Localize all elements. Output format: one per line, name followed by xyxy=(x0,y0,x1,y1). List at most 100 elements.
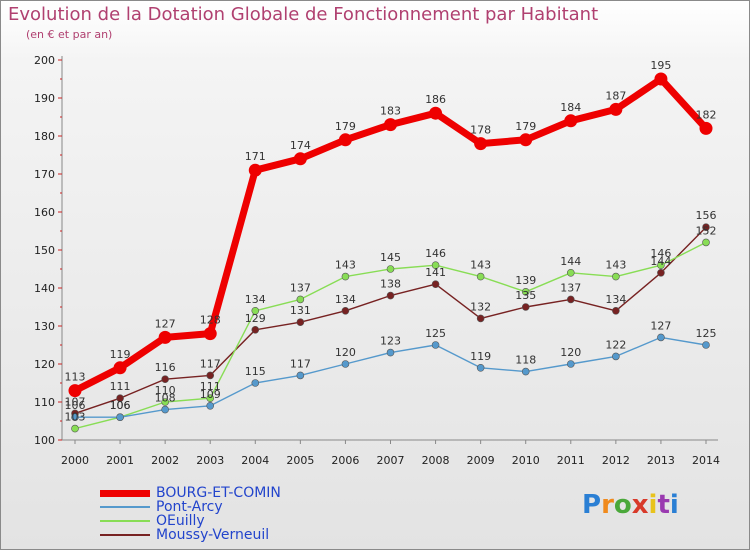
data-label: 125 xyxy=(696,327,717,340)
data-point xyxy=(476,272,485,281)
data-point xyxy=(566,295,575,304)
data-label: 139 xyxy=(515,274,536,287)
data-label: 134 xyxy=(335,293,356,306)
data-label: 195 xyxy=(650,59,671,72)
data-label: 144 xyxy=(650,255,671,268)
legend-label: Pont-Arcy xyxy=(156,499,223,515)
data-label: 116 xyxy=(155,361,176,374)
data-point xyxy=(206,401,215,410)
data-label: 129 xyxy=(245,312,266,325)
data-point xyxy=(431,261,440,270)
data-point xyxy=(206,371,215,380)
x-tick-label: 2003 xyxy=(196,454,224,467)
data-point xyxy=(386,265,395,273)
x-tick-label: 2002 xyxy=(151,454,179,467)
data-label: 107 xyxy=(65,395,86,408)
data-point xyxy=(161,375,169,384)
data-point xyxy=(702,238,710,247)
data-label: 113 xyxy=(65,371,86,384)
legend-swatch xyxy=(100,534,150,536)
data-point xyxy=(699,121,713,135)
data-label: 135 xyxy=(515,289,536,302)
x-tick-label: 2005 xyxy=(286,454,314,467)
data-point xyxy=(341,272,350,281)
data-point xyxy=(116,394,124,403)
x-tick-label: 2001 xyxy=(106,454,134,467)
y-tick-label: 170 xyxy=(34,168,55,181)
data-label: 110 xyxy=(155,384,176,397)
data-point xyxy=(657,261,665,270)
data-label: 103 xyxy=(65,411,86,424)
data-label: 138 xyxy=(380,278,401,291)
data-label: 182 xyxy=(696,108,717,121)
logo-letter: i xyxy=(669,490,679,520)
x-tick-label: 2006 xyxy=(331,454,359,467)
data-label: 183 xyxy=(380,105,401,118)
x-tick-label: 2011 xyxy=(557,454,585,467)
legend-swatch xyxy=(100,506,150,508)
data-label: 145 xyxy=(380,251,401,264)
data-label: 144 xyxy=(560,255,581,268)
x-tick-label: 2004 xyxy=(241,454,269,467)
data-point xyxy=(296,295,305,304)
data-point xyxy=(248,163,262,177)
y-tick-label: 110 xyxy=(34,396,55,409)
legend-label: BOURG-ET-COMIN xyxy=(156,485,281,501)
x-tick-label: 2014 xyxy=(692,454,720,467)
data-point xyxy=(657,333,665,342)
y-tick-label: 140 xyxy=(34,282,55,295)
data-label: 141 xyxy=(425,266,446,279)
data-label: 106 xyxy=(110,399,131,412)
data-label: 120 xyxy=(560,346,581,359)
data-label: 143 xyxy=(335,259,356,272)
x-tick-label: 2010 xyxy=(512,454,540,467)
data-label: 132 xyxy=(470,300,491,313)
data-point xyxy=(341,360,350,368)
legend-item: BOURG-ET-COMIN xyxy=(100,486,400,500)
chart-title: Evolution de la Dotation Globale de Fonc… xyxy=(8,4,599,25)
data-label: 171 xyxy=(245,150,266,163)
data-label: 143 xyxy=(470,259,491,272)
x-tick-label: 2009 xyxy=(467,454,495,467)
data-point xyxy=(521,367,530,376)
data-label: 106 xyxy=(110,399,131,412)
data-point xyxy=(431,280,440,289)
data-point xyxy=(612,306,620,315)
y-tick-label: 180 xyxy=(34,130,55,143)
data-point xyxy=(474,137,488,151)
data-label: 118 xyxy=(515,354,536,367)
data-point xyxy=(161,398,169,406)
data-point xyxy=(386,291,395,300)
data-label: 137 xyxy=(560,281,581,294)
data-point xyxy=(158,330,172,344)
data-label: 109 xyxy=(200,388,221,401)
logo-letter: t xyxy=(657,490,670,520)
data-label: 184 xyxy=(560,101,581,114)
data-label: 178 xyxy=(470,124,491,137)
x-tick-label: 2007 xyxy=(377,454,405,467)
data-label: 117 xyxy=(290,357,311,370)
data-label: 174 xyxy=(290,139,311,152)
logo-letter: i xyxy=(648,490,658,520)
data-label: 134 xyxy=(245,293,266,306)
data-point xyxy=(296,318,305,327)
data-point xyxy=(609,102,623,116)
data-point xyxy=(702,223,710,231)
logo-letter: o xyxy=(613,490,632,520)
data-label: 120 xyxy=(335,346,356,359)
data-label: 137 xyxy=(290,281,311,294)
data-label: 125 xyxy=(425,327,446,340)
x-tick-label: 2000 xyxy=(61,454,89,467)
y-tick-label: 100 xyxy=(34,434,55,447)
data-point xyxy=(476,314,485,323)
data-point xyxy=(386,348,395,357)
data-label: 146 xyxy=(650,247,671,260)
x-tick-label: 2008 xyxy=(422,454,450,467)
proxiti-logo: Proxiti xyxy=(582,490,679,520)
data-label: 179 xyxy=(515,120,536,133)
data-label: 115 xyxy=(245,365,266,378)
data-label: 122 xyxy=(605,338,626,351)
y-tick-label: 130 xyxy=(34,320,55,333)
data-label: 119 xyxy=(470,350,491,363)
data-point xyxy=(476,363,485,372)
